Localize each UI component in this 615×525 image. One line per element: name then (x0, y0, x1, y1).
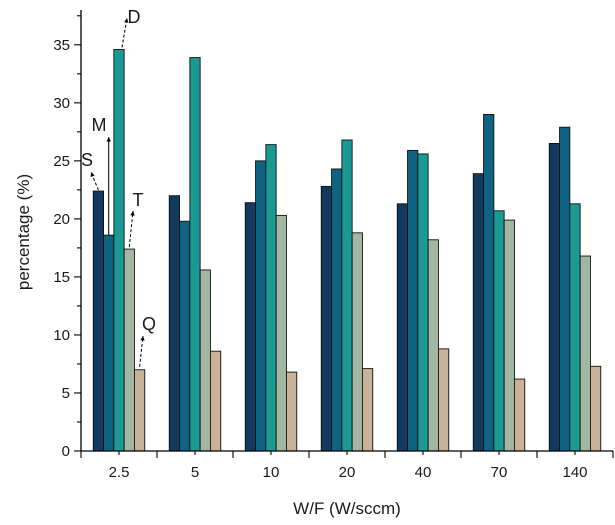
y-tick-label: 10 (53, 327, 70, 344)
x-tick-label: 40 (415, 464, 432, 481)
annotation-arrowhead-M (106, 137, 111, 142)
x-axis-title: W/F (W/sccm) (293, 499, 401, 518)
annotation-arrow-Q (139, 335, 144, 367)
y-tick-label: 15 (53, 269, 70, 286)
annotation-arrowhead-D (124, 18, 129, 23)
bar-M-40 (407, 149, 419, 452)
x-tick-label: 2.5 (109, 464, 130, 481)
bar-T-140 (579, 255, 591, 452)
annotation-label-T: T (133, 190, 144, 210)
x-tick-label: 20 (339, 464, 356, 481)
bar-M-10 (255, 160, 267, 452)
bar-T-40 (427, 239, 439, 452)
bar-S-70 (472, 173, 485, 452)
bar-T-5 (199, 269, 211, 452)
y-tick-label: 5 (62, 385, 70, 402)
bar-D-20 (341, 139, 353, 452)
annotation-label-M: M (92, 115, 107, 135)
x-tick-label: 140 (562, 464, 587, 481)
bar-M-20 (331, 168, 343, 452)
y-tick-label: 30 (53, 95, 70, 112)
bar-S-2.5 (92, 190, 105, 452)
bar-Q-10 (286, 371, 298, 452)
annotation-arrow-T (128, 210, 134, 248)
bar-S-40 (396, 203, 409, 452)
bar-D-40 (417, 153, 429, 452)
bar-Q-2.5 (133, 369, 146, 452)
bar-S-140 (548, 143, 561, 452)
bar-D-2.5 (113, 49, 125, 452)
bar-S-10 (244, 202, 257, 452)
bar-Q-5 (209, 350, 222, 452)
bar-T-10 (275, 214, 287, 452)
bar-T-70 (503, 219, 515, 452)
bar-Q-140 (590, 365, 602, 452)
annotation-label-D: D (128, 7, 141, 27)
x-tick-label: 10 (263, 464, 280, 481)
y-tick-label: 35 (53, 37, 70, 54)
annotation-arrowhead-Q (140, 336, 145, 341)
annotation-label-Q: Q (142, 314, 156, 334)
bar-D-5 (189, 57, 201, 452)
y-tick-label: 25 (53, 153, 70, 170)
x-tick-label: 5 (191, 464, 199, 481)
bar-T-20 (351, 232, 363, 452)
bar-T-2.5 (123, 248, 135, 452)
bar-S-5 (168, 195, 181, 452)
y-axis-title: percentage (%) (14, 174, 33, 290)
bar-M-2.5 (103, 234, 115, 452)
y-tick-label: 20 (53, 211, 70, 228)
annotation-arrowhead-S (90, 172, 95, 177)
annotation-arrowhead-T (130, 211, 135, 216)
annotation-label-S: S (81, 150, 93, 170)
x-tick-label: 70 (491, 464, 508, 481)
bar-M-140 (559, 126, 571, 452)
bar-D-70 (493, 210, 505, 452)
bar-D-10 (265, 144, 277, 452)
bar-M-70 (483, 113, 495, 452)
bar-Q-40 (438, 348, 450, 452)
bar-Q-20 (362, 368, 374, 452)
bar-S-20 (320, 185, 333, 452)
bar-D-140 (569, 203, 581, 452)
bar-Q-70 (514, 378, 526, 452)
y-tick-label: 0 (62, 443, 70, 460)
bar-M-5 (179, 220, 191, 452)
